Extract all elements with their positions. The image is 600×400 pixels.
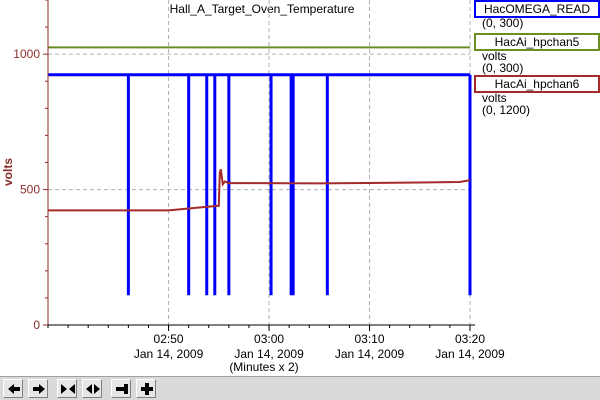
toolbar bbox=[0, 376, 600, 400]
scroll-right-button[interactable] bbox=[28, 379, 48, 398]
legend-range: (0, 1200) bbox=[482, 103, 531, 117]
x-tick-date-label: Jan 14, 2009 bbox=[335, 347, 405, 361]
arrows-outward-icon bbox=[86, 384, 100, 394]
scroll-left-button[interactable] bbox=[3, 379, 23, 398]
chart-title: Hall_A_Target_Oven_Temperature bbox=[170, 2, 355, 16]
legend-label: HacAi_hpchan5 bbox=[474, 33, 600, 51]
zoom-in-button[interactable] bbox=[136, 379, 156, 398]
x-axis-subtitle: (Minutes x 2) bbox=[229, 360, 298, 374]
chart: Hall_A_Target_Oven_Temperature 0 500 1000 0… bbox=[1, 0, 505, 374]
legend-unit: volts bbox=[482, 49, 507, 63]
x-tick-label: 03:10 bbox=[355, 332, 385, 346]
series-line-HacAi_hpchan6 bbox=[48, 169, 471, 212]
x-tick-label: 03:20 bbox=[455, 332, 485, 346]
zoom-out-button[interactable] bbox=[111, 379, 131, 398]
legend-range: (0, 300) bbox=[482, 61, 524, 75]
arrow-left-icon bbox=[8, 384, 20, 394]
grid bbox=[48, 0, 471, 325]
y-tick-label: 500 bbox=[20, 183, 40, 197]
y-axis-label: volts bbox=[1, 158, 15, 186]
x-tick-date-label: Jan 14, 2009 bbox=[234, 347, 304, 361]
legend-range: (0, 300) bbox=[482, 16, 524, 30]
legend-unit: volts bbox=[482, 91, 507, 105]
plot-area bbox=[48, 46, 472, 296]
zoom-in-time-button[interactable] bbox=[57, 379, 77, 398]
x-tick-date-label: Jan 14, 2009 bbox=[435, 347, 505, 361]
y-tick-label: 0 bbox=[33, 318, 40, 332]
arrows-inward-icon bbox=[61, 384, 75, 394]
y-tick-label: 1000 bbox=[13, 47, 40, 61]
x-tick-date-label: Jan 14, 2009 bbox=[134, 347, 204, 361]
legend-label: HacAi_hpchan6 bbox=[474, 75, 600, 93]
zoom-out-time-button[interactable] bbox=[82, 379, 102, 398]
x-tick-label: 02:50 bbox=[154, 332, 184, 346]
plus-icon bbox=[141, 383, 153, 395]
minus-icon bbox=[116, 384, 128, 394]
legend-label: HacOMEGA_READ bbox=[474, 0, 600, 18]
x-tick-label: 03:00 bbox=[254, 332, 284, 346]
arrow-right-icon bbox=[33, 384, 45, 394]
